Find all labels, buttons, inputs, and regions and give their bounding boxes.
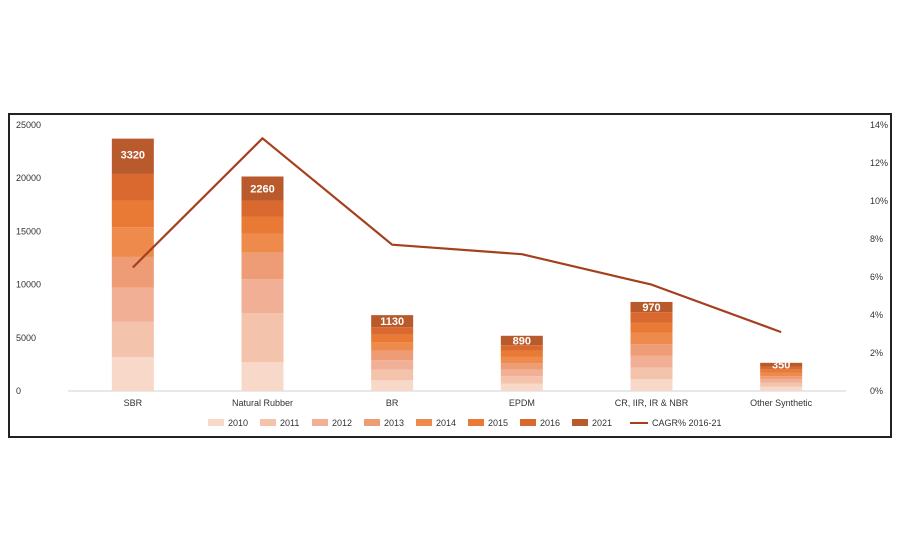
bar-segment-2012 xyxy=(241,279,284,314)
y-left-tick-label: 0 xyxy=(16,386,21,396)
bar-segment-2012 xyxy=(500,369,543,377)
bar-segment-2011 xyxy=(630,367,673,380)
bar-segment-2016 xyxy=(241,200,284,217)
legend-swatch-2021 xyxy=(572,419,588,426)
x-category-label: Other Synthetic xyxy=(750,398,813,408)
x-category-label: BR xyxy=(386,398,399,408)
chart-svg: 0 5000 10000 15000 20000 25000 0% 2% 4% 6% 8% 10% 12… xyxy=(16,120,888,428)
bar-segment-2012 xyxy=(760,379,803,383)
data-label: 2260 xyxy=(250,184,274,196)
legend-label: 2012 xyxy=(332,418,352,428)
y-right-tick-label: 0% xyxy=(870,386,883,396)
legend-label: 2014 xyxy=(436,418,456,428)
legend-label: 2013 xyxy=(384,418,404,428)
data-label: 1130 xyxy=(380,316,404,328)
x-category-label: CR, IIR, IR & NBR xyxy=(615,398,689,408)
bar-segment-2014 xyxy=(241,233,284,253)
bar-segment-2010 xyxy=(630,379,673,391)
bar-segment-2016 xyxy=(371,327,414,335)
legend-swatch-2014 xyxy=(416,419,432,426)
y-left-tick-label: 20000 xyxy=(16,173,41,183)
bar-segment-2016 xyxy=(760,366,803,370)
legend-swatch-2011 xyxy=(260,419,276,426)
bar-segment-2014 xyxy=(111,227,154,257)
bar-segment-2014 xyxy=(760,372,803,377)
data-label: 350 xyxy=(772,360,790,372)
bar-segment-2010 xyxy=(760,386,803,391)
bar-segment-2014 xyxy=(500,356,543,364)
bar-segment-2021 xyxy=(630,301,673,313)
legend-swatch-2010 xyxy=(208,419,224,426)
bar-segment-2010 xyxy=(241,362,284,391)
bar-segment-2021 xyxy=(371,315,414,328)
y-left-tick-label: 10000 xyxy=(16,280,41,290)
legend-label: 2016 xyxy=(540,418,560,428)
bar-segment-2013 xyxy=(241,252,284,280)
bar-segment-2011 xyxy=(241,313,284,363)
y-left-tick-label: 15000 xyxy=(16,226,41,236)
bar-segment-2016 xyxy=(111,173,154,201)
bar-segment-2016 xyxy=(500,345,543,351)
bar-segment-2021 xyxy=(241,176,284,201)
bar-segment-2012 xyxy=(371,360,414,370)
legend-label: 2010 xyxy=(228,418,248,428)
legend-label: 2011 xyxy=(280,418,299,428)
legend-label: 2021 xyxy=(592,418,612,428)
bar-segment-2015 xyxy=(500,350,543,357)
legend-swatch-2012 xyxy=(312,419,328,426)
legend-swatch-2013 xyxy=(364,419,380,426)
legend-label: CAGR% 2016-21 xyxy=(652,418,722,428)
bar-segment-2021 xyxy=(760,362,803,367)
chart-frame: 0 5000 10000 15000 20000 25000 0% 2% 4% 6% 8% 10% 12… xyxy=(8,113,892,438)
bar-segment-2013 xyxy=(371,350,414,361)
data-label: 890 xyxy=(513,336,531,348)
bar-segment-2011 xyxy=(371,369,414,381)
y-right-tick-label: 4% xyxy=(870,310,883,320)
legend-swatch-2016 xyxy=(520,419,536,426)
bar-segment-2014 xyxy=(371,342,414,351)
bar-segment-2015 xyxy=(111,200,154,228)
y-left-tick-label: 25000 xyxy=(16,120,41,130)
bar-segment-2011 xyxy=(111,321,154,357)
bar-segment-2012 xyxy=(630,355,673,368)
y-right-tick-label: 14% xyxy=(870,120,888,130)
bar-segment-2016 xyxy=(630,312,673,323)
bar-segment-2021 xyxy=(500,335,543,346)
bar-segment-2012 xyxy=(111,287,154,322)
y-right-tick-label: 6% xyxy=(870,272,883,282)
data-label: 970 xyxy=(642,302,660,314)
bar-segment-2010 xyxy=(371,380,414,391)
y-left-tick-label: 5000 xyxy=(16,333,36,343)
bar-segment-2014 xyxy=(630,332,673,345)
x-category-label: Natural Rubber xyxy=(232,398,293,408)
bar-segment-2010 xyxy=(500,383,543,391)
y-right-tick-label: 2% xyxy=(870,348,883,358)
x-category-label: SBR xyxy=(124,398,143,408)
y-right-tick-label: 10% xyxy=(870,196,888,206)
bar-segment-2015 xyxy=(371,334,414,343)
x-category-label: EPDM xyxy=(509,398,535,408)
data-label: 3320 xyxy=(121,150,145,162)
cagr-line xyxy=(132,137,782,334)
bar-segment-2015 xyxy=(241,216,284,234)
y-right-tick-label: 8% xyxy=(870,234,883,244)
bar-segment-2021 xyxy=(111,138,154,174)
bar-segment-2013 xyxy=(500,363,543,370)
y-right-tick-label: 12% xyxy=(870,158,888,168)
bar-segment-2013 xyxy=(760,376,803,380)
bar-segment-2013 xyxy=(111,256,154,288)
legend-label: 2015 xyxy=(488,418,508,428)
bar-segment-2015 xyxy=(630,322,673,333)
bar-segment-2010 xyxy=(111,356,154,391)
bar-segment-2011 xyxy=(760,382,803,387)
bar-segment-2011 xyxy=(500,376,543,384)
legend-swatch-2015 xyxy=(468,419,484,426)
bar-segment-2013 xyxy=(630,344,673,356)
bar-segment-2015 xyxy=(760,369,803,373)
